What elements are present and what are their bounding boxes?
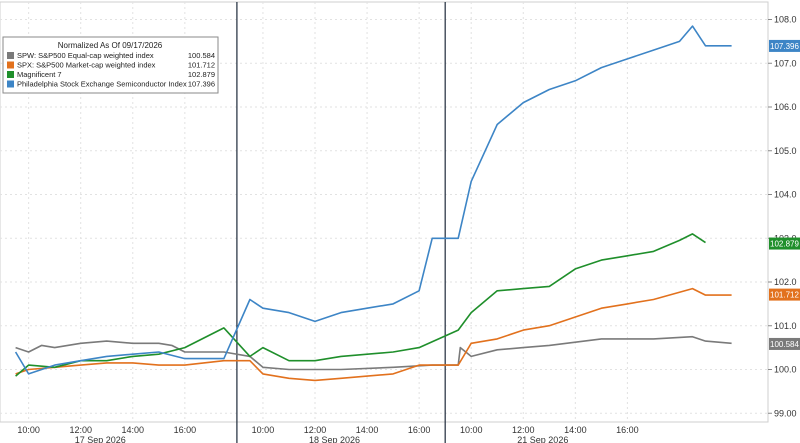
x-tick-label: 12:00	[69, 425, 92, 435]
y-tick-label: 108.0	[774, 15, 797, 25]
series-line	[15, 233, 706, 377]
series-line	[15, 335, 732, 371]
x-axis: 10:00 12:00 14:00 16:00 17 Sep 2026 10:00 12:0…	[17, 425, 638, 443]
x-date-label: 17 Sep 2026	[75, 435, 126, 443]
legend-title: Normalized As Of 09/17/2026	[58, 41, 163, 50]
x-tick-label: 12:00	[304, 425, 327, 435]
legend-series-value: 101.712	[188, 61, 215, 70]
legend-series-value: 107.396	[188, 80, 215, 89]
legend-swatch	[7, 52, 14, 59]
y-tick-label: 104.0	[774, 190, 797, 200]
legend-series-value: 102.879	[188, 70, 215, 79]
legend-series-name: SPW: S&P500 Equal-cap weighted index	[17, 51, 154, 60]
x-tick-label: 14:00	[356, 425, 379, 435]
legend-swatch	[7, 71, 14, 78]
x-tick-label: 16:00	[408, 425, 431, 435]
last-value-box	[769, 337, 800, 350]
legend-series-value: 100.584	[188, 51, 215, 60]
y-tick-label: 105.0	[774, 146, 797, 156]
last-value-label: 101.712	[770, 291, 799, 300]
last-value-box	[769, 288, 800, 301]
y-tick-label: 107.0	[774, 58, 797, 68]
y-axis: 99.00100.0101.0102.0103.0104.0105.0106.0…	[768, 15, 797, 418]
x-tick-label: 16:00	[616, 425, 639, 435]
x-date-label: 18 Sep 2026	[309, 435, 360, 443]
y-tick-label: 101.0	[774, 321, 797, 331]
series-line	[15, 287, 732, 382]
series-line	[14, 25, 732, 375]
x-tick-label: 14:00	[564, 425, 587, 435]
legend-box	[2, 36, 219, 94]
legend-series-name: Magnificent 7	[17, 70, 62, 79]
last-value-label: 102.879	[770, 240, 799, 249]
x-tick-label: 16:00	[174, 425, 197, 435]
legend-series-name: SPX: S&P500 Market-cap weighted index	[17, 61, 156, 70]
legend-swatch	[7, 61, 14, 69]
y-tick-label: 99.00	[774, 408, 797, 418]
last-value-labels: 100.584 101.712 102.879 107.396	[769, 39, 800, 350]
plot-frame	[0, 1, 769, 423]
legend: Normalized As Of 09/17/2026 SPW: S&P500 …	[2, 36, 219, 94]
plot-lines	[14, 25, 732, 382]
legend-entries: SPW: S&P500 Equal-cap weighted index 100.…	[7, 51, 215, 89]
x-tick-label: 12:00	[512, 425, 535, 435]
last-value-box	[769, 237, 800, 250]
x-tick-label: 10:00	[460, 425, 483, 435]
x-tick-label: 14:00	[122, 425, 145, 435]
y-tick-label: 106.0	[774, 102, 797, 112]
x-tick-label: 10:00	[17, 425, 40, 435]
legend-swatch	[7, 80, 14, 88]
legend-series-name: Philadelphia Stock Exchange Semiconducto…	[17, 80, 187, 89]
y-tick-label: 100.0	[774, 365, 797, 375]
last-value-box	[769, 39, 800, 52]
last-value-label: 107.396	[770, 42, 799, 51]
last-value-label: 100.584	[770, 340, 799, 349]
y-tick-label: 102.0	[774, 277, 797, 287]
x-date-label: 21 Sep 2026	[517, 435, 568, 443]
x-tick-label: 10:00	[252, 425, 275, 435]
